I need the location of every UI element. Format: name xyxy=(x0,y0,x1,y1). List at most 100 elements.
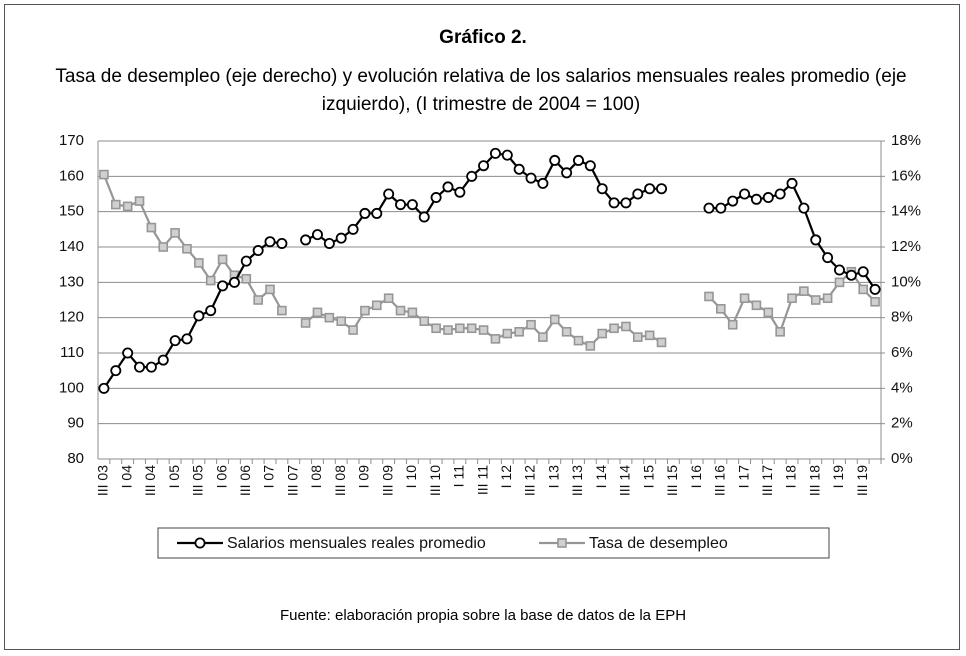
marker xyxy=(798,202,810,214)
marker xyxy=(407,307,418,318)
x-tick-label: I 17 xyxy=(735,465,751,489)
marker xyxy=(857,266,869,278)
marker xyxy=(704,291,714,302)
marker xyxy=(869,283,881,295)
marker xyxy=(217,254,228,265)
y-tick-label: 170 xyxy=(59,132,84,149)
x-tick-label: III 04 xyxy=(142,465,158,496)
legend-label: Salarios mensuales reales promedio xyxy=(227,535,486,552)
marker xyxy=(584,160,596,172)
marker xyxy=(181,333,193,345)
marker xyxy=(597,328,608,339)
marker xyxy=(557,538,567,548)
marker xyxy=(383,188,395,200)
marker xyxy=(609,323,619,334)
marker xyxy=(406,199,418,211)
x-tick-label: I 18 xyxy=(783,465,799,489)
marker xyxy=(194,258,204,268)
marker xyxy=(739,293,750,304)
marker xyxy=(134,196,145,206)
marker xyxy=(538,332,548,342)
marker xyxy=(526,319,536,330)
x-tick-label: III 06 xyxy=(237,465,253,496)
marker xyxy=(845,269,857,281)
marker xyxy=(145,361,157,373)
marker xyxy=(739,188,751,200)
marker xyxy=(182,243,192,254)
marker xyxy=(537,177,549,189)
y-tick-label: 90 xyxy=(67,415,84,432)
x-tick-label: III 03 xyxy=(95,465,111,496)
y-tick-label: 130 xyxy=(59,273,84,290)
y-tick-label: 100 xyxy=(59,379,84,396)
x-tick-label: III 13 xyxy=(569,465,585,496)
marker xyxy=(336,316,347,327)
marker xyxy=(323,237,335,249)
y2-tick-label: 8% xyxy=(891,309,913,326)
marker xyxy=(632,332,643,342)
x-tick-label: III 17 xyxy=(759,465,775,496)
marker xyxy=(501,149,513,161)
y-tick-label: 110 xyxy=(60,344,84,361)
y-tick-label: 160 xyxy=(59,167,84,184)
marker xyxy=(513,163,525,175)
y-tick-label: 140 xyxy=(59,238,84,255)
chart: 80 90 100 110 120 130 140 150 160 170 0% 2% 4% 6% 8% 10… xyxy=(59,132,921,559)
marker xyxy=(751,300,762,311)
x-tick-label: I 09 xyxy=(356,465,372,489)
marker xyxy=(644,330,655,341)
marker xyxy=(490,334,501,344)
marker xyxy=(193,310,205,322)
y2-tick-label: 4% xyxy=(891,379,913,396)
marker xyxy=(478,160,490,172)
marker xyxy=(134,361,146,373)
marker xyxy=(608,197,620,209)
y2-tick-label: 2% xyxy=(891,415,913,432)
y-tick-label: 80 xyxy=(67,450,84,467)
marker xyxy=(277,305,287,316)
marker xyxy=(656,337,667,348)
marker xyxy=(431,323,441,334)
x-tick-label: I 04 xyxy=(118,465,134,489)
marker xyxy=(99,169,109,180)
x-tick-label: I 05 xyxy=(166,465,182,489)
marker xyxy=(549,154,561,166)
chart-title: Gráfico 2. xyxy=(439,27,527,48)
marker xyxy=(264,236,276,248)
marker xyxy=(98,382,110,394)
x-tick-label: III 19 xyxy=(854,465,870,496)
x-tick-label: III 08 xyxy=(332,465,348,496)
marker xyxy=(170,228,180,238)
marker xyxy=(217,280,229,292)
marker xyxy=(561,167,573,179)
marker xyxy=(703,202,715,214)
marker xyxy=(442,181,454,193)
marker xyxy=(561,326,572,337)
marker xyxy=(205,305,217,317)
marker xyxy=(158,242,169,252)
marker xyxy=(418,211,430,223)
marker xyxy=(371,300,382,311)
x-tick-label: III 15 xyxy=(664,465,680,496)
y2-tick-label: 18% xyxy=(891,132,921,149)
x-tick-label: III 10 xyxy=(427,465,443,496)
marker xyxy=(822,252,834,264)
marker xyxy=(525,172,537,184)
x-tick-label: I 16 xyxy=(688,465,704,489)
marker xyxy=(122,347,134,359)
legend-box xyxy=(157,527,830,559)
marker xyxy=(300,234,312,246)
marker xyxy=(750,193,762,205)
marker xyxy=(443,325,453,335)
marker xyxy=(786,177,798,189)
marker xyxy=(489,147,501,159)
source-note: Fuente: elaboración propia sobre la base… xyxy=(279,607,687,624)
y-tick-label: 150 xyxy=(59,203,84,220)
x-tick-label: I 14 xyxy=(593,465,609,489)
x-tick-label: I 13 xyxy=(545,465,561,489)
marker xyxy=(348,325,358,335)
x-tick-label: III 16 xyxy=(712,465,728,496)
marker xyxy=(395,305,406,316)
marker xyxy=(228,276,240,288)
marker xyxy=(775,326,785,337)
